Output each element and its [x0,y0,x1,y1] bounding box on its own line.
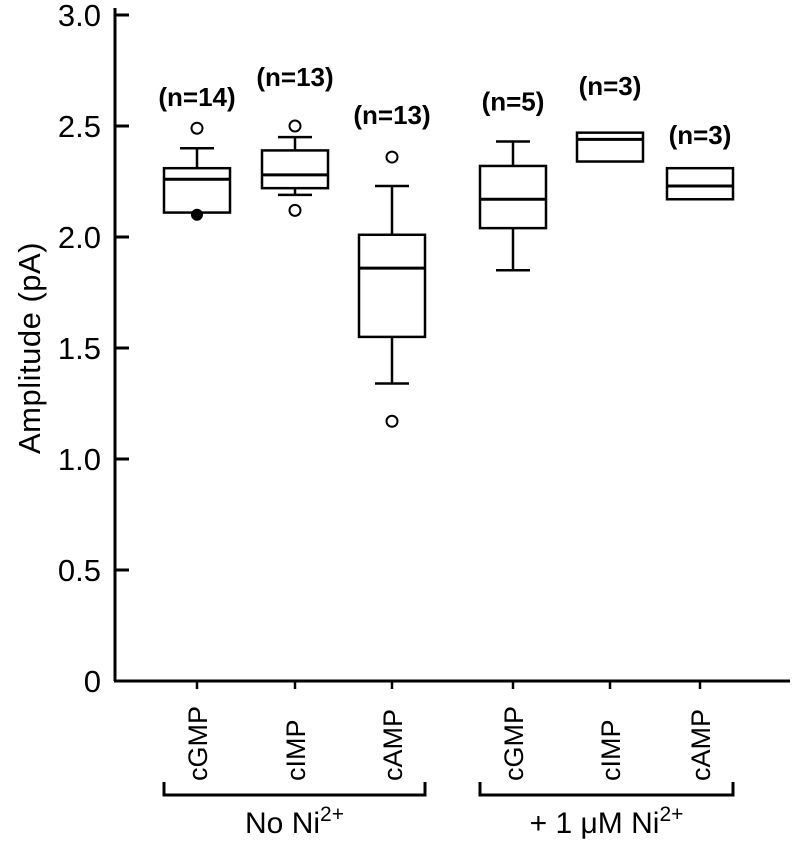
y-tick-label: 0.5 [58,553,101,588]
outlier-open [288,203,302,217]
box-cAMP-g1 [665,166,735,201]
y-tick-label: 1.0 [58,442,101,477]
group-bracket [478,782,735,797]
n-label: (n=13) [256,62,333,92]
n-label: (n=3) [669,120,732,150]
category-label: cAMP [686,709,716,781]
category-label: cGMP [183,706,213,781]
category-label: cGMP [499,706,529,781]
y-tick-label: 3.0 [58,0,101,33]
n-label: (n=3) [579,71,642,101]
y-tick-label: 2.0 [58,220,101,255]
outlier-open [288,119,302,133]
box-cIMP-g1 [575,131,645,163]
outlier-open [385,150,399,164]
n-label: (n=14) [158,82,235,112]
group-label: No Ni2+ [245,803,344,840]
box-cGMP-g0 [162,166,232,214]
y-axis-label: Amplitude (pA) [12,241,47,455]
y-tick-label: 1.5 [58,331,101,366]
n-label: (n=5) [482,86,545,116]
box-cIMP-g0 [260,149,330,190]
outlier-open [190,121,204,135]
category-label: cIMP [281,719,311,781]
y-tick-label: 2.5 [58,109,101,144]
category-label: cAMP [378,709,408,781]
outlier-open [385,414,399,428]
box-cGMP-g1 [478,164,548,230]
box-cAMP-g0 [357,233,427,339]
outlier-filled [191,208,203,221]
group-bracket [162,782,427,797]
n-label: (n=13) [353,100,430,130]
category-label: cIMP [596,719,626,781]
y-tick-label: 0 [84,664,101,699]
group-label: + 1 μM Ni2+ [530,803,684,840]
